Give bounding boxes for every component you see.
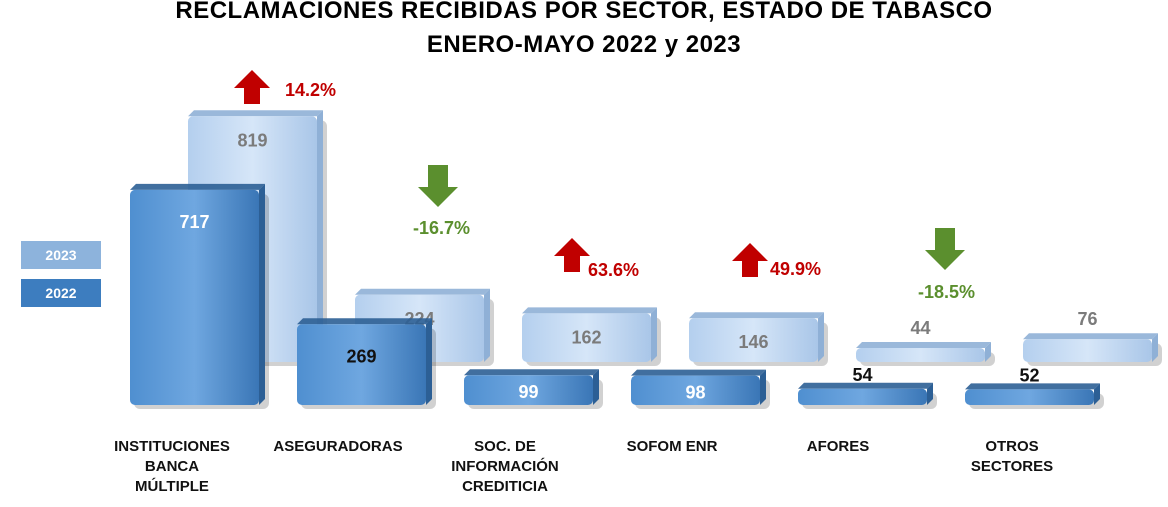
arrow-up-icon — [732, 243, 768, 277]
category-label-line: INFORMACIÓN — [451, 458, 559, 475]
value-label-2023: 819 — [237, 130, 267, 150]
category-label: OTROS SECTORES — [937, 437, 1087, 477]
bar-2022-5 — [965, 383, 1104, 409]
change-percentage: -18.5% — [918, 282, 975, 302]
category-label-line: OTROS — [985, 438, 1039, 455]
chart-subtitle: ENERO-MAYO 2022 y 2023 — [426, 31, 742, 58]
legend-item-2023: 2023 — [21, 241, 101, 269]
bar-2022-3 — [631, 369, 770, 409]
category-label: SOFOM ENR — [597, 437, 747, 457]
value-label-2023: 44 — [910, 318, 930, 338]
bar-2023-4 — [856, 342, 995, 366]
bar-2023-5 — [1023, 333, 1162, 366]
value-label-2022: 99 — [518, 382, 538, 402]
legend-item-2022: 2022 — [21, 279, 101, 307]
category-label-line: CREDITICIA — [462, 478, 548, 495]
value-label-2022: 52 — [1019, 365, 1039, 385]
change-percentage: 14.2% — [285, 80, 336, 100]
category-label-line: SOC. DE — [474, 438, 536, 455]
category-label-line: MÚLTIPLE — [135, 478, 209, 495]
bar-2023-3 — [689, 312, 828, 366]
category-label: AFORES — [763, 437, 913, 457]
category-label-line: ASEGURADORAS — [273, 438, 403, 455]
value-label-2022: 54 — [852, 365, 872, 385]
value-label-2022: 269 — [346, 346, 376, 366]
bar-2022-0 — [130, 183, 269, 409]
chart-title: RECLAMACIONES RECIBIDAS POR SECTOR, ESTA… — [175, 0, 993, 24]
change-indicator: -16.7% — [413, 165, 470, 238]
change-percentage: 63.6% — [588, 260, 639, 280]
bar-2022-2 — [464, 369, 603, 409]
change-percentage: -16.7% — [413, 218, 470, 238]
change-indicator: 63.6% — [554, 238, 639, 280]
category-label-line: SOFOM ENR — [626, 438, 718, 455]
bar-2022-1 — [297, 318, 436, 409]
category-label: SOC. DE INFORMACIÓN CREDITICIA — [430, 437, 580, 497]
change-percentage: 49.9% — [770, 259, 821, 279]
value-label-2023: 162 — [571, 327, 601, 347]
category-label-line: AFORES — [806, 438, 870, 455]
arrow-down-icon — [418, 165, 458, 207]
category-label: ASEGURADORAS — [263, 437, 413, 457]
arrow-up-icon — [234, 70, 270, 104]
value-label-2022: 717 — [179, 212, 209, 232]
category-label: INSTITUCIONES BANCA MÚLTIPLE — [97, 437, 247, 497]
bar-2022-4 — [798, 382, 937, 409]
category-label-line: INSTITUCIONES — [114, 438, 230, 455]
arrow-down-icon — [925, 228, 965, 270]
category-label-line: SECTORES — [970, 458, 1054, 475]
change-indicator: 14.2% — [234, 70, 336, 104]
series-2022: 717 269 99 98 54 52 — [130, 183, 1104, 409]
category-label-line: BANCA — [144, 458, 200, 475]
change-indicator: -18.5% — [918, 228, 975, 302]
change-indicators: 14.2% -16.7% 63.6% 49.9% -18.5% — [234, 70, 975, 302]
value-label-2023: 76 — [1077, 309, 1097, 329]
value-label-2022: 98 — [685, 382, 705, 402]
change-indicator: 49.9% — [732, 243, 821, 279]
arrow-up-icon — [554, 238, 590, 272]
value-label-2023: 146 — [738, 332, 768, 352]
bar-2023-2 — [522, 307, 661, 366]
